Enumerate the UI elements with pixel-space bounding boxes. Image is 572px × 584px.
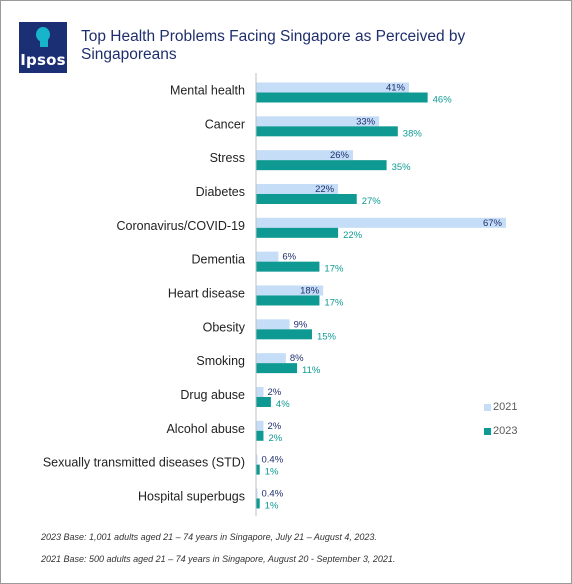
bar-2021-cancer xyxy=(256,116,380,127)
value-label-2023-sexually-transmitted-diseases-std: 1% xyxy=(265,467,279,478)
value-label-2021-obesity: 9% xyxy=(294,319,308,330)
category-label-sexually-transmitted-diseases-std: Sexually transmitted diseases (STD) xyxy=(43,456,245,470)
bar-2023-dementia xyxy=(256,261,320,272)
bar-2021-hospital-superbugs xyxy=(256,488,258,499)
bar-2021-sexually-transmitted-diseases-std xyxy=(256,454,258,465)
value-label-2021-mental-health: 41% xyxy=(386,83,406,94)
bar-2023-drug-abuse xyxy=(256,396,271,407)
category-label-drug-abuse: Drug abuse xyxy=(180,388,245,402)
bar-2023-cancer xyxy=(256,126,398,137)
category-label-diabetes: Diabetes xyxy=(196,185,245,199)
logo-head-icon xyxy=(36,27,50,42)
bar-2023-smoking xyxy=(256,363,298,374)
bar-2023-hospital-superbugs xyxy=(256,498,260,509)
bar-2021-smoking xyxy=(256,353,286,364)
value-label-2023-drug-abuse: 4% xyxy=(276,399,290,410)
value-label-2021-coronavirus-covid-19: 67% xyxy=(483,218,503,229)
value-label-2023-hospital-superbugs: 1% xyxy=(265,500,279,511)
value-label-2023-coronavirus-covid-19: 22% xyxy=(343,230,363,241)
bar-2023-alcohol-abuse xyxy=(256,430,264,441)
chart-title: Top Health Problems Facing Singapore as … xyxy=(81,28,466,63)
bar-2023-sexually-transmitted-diseases-std xyxy=(256,464,260,475)
value-label-2021-diabetes: 22% xyxy=(315,184,335,195)
category-label-hospital-superbugs: Hospital superbugs xyxy=(138,489,245,503)
value-label-2021-hospital-superbugs: 0.4% xyxy=(261,488,283,499)
base-note-2021: 2021 Base: 500 adults aged 21 – 74 years… xyxy=(41,554,396,564)
legend-swatch-2021 xyxy=(484,404,491,411)
value-label-2023-dementia: 17% xyxy=(324,264,344,275)
bar-2023-obesity xyxy=(256,329,312,340)
value-label-2021-cancer: 33% xyxy=(356,116,376,127)
bar-2021-stress xyxy=(256,150,354,161)
value-label-2021-alcohol-abuse: 2% xyxy=(267,421,281,432)
value-label-2021-dementia: 6% xyxy=(282,252,296,263)
category-label-coronavirus-covid-19: Coronavirus/COVID-19 xyxy=(116,219,245,233)
value-label-2021-heart-disease: 18% xyxy=(300,285,320,296)
bar-2021-obesity xyxy=(256,319,290,330)
value-label-2021-sexually-transmitted-diseases-std: 0.4% xyxy=(261,455,283,466)
value-label-2023-mental-health: 46% xyxy=(433,95,453,106)
category-label-cancer: Cancer xyxy=(205,117,245,131)
base-note-2023: 2023 Base: 1,001 adults aged 21 – 74 yea… xyxy=(41,532,377,542)
bar-2021-heart-disease xyxy=(256,285,324,296)
category-label-dementia: Dementia xyxy=(192,253,246,267)
bar-2023-diabetes xyxy=(256,193,357,204)
value-label-2023-stress: 35% xyxy=(392,162,412,173)
value-label-2023-alcohol-abuse: 2% xyxy=(268,433,282,444)
bar-2021-diabetes xyxy=(256,183,339,194)
category-label-obesity: Obesity xyxy=(203,320,246,334)
value-label-2023-cancer: 38% xyxy=(403,128,423,139)
bar-2023-mental-health xyxy=(256,92,428,103)
category-label-heart-disease: Heart disease xyxy=(168,286,245,300)
value-label-2023-diabetes: 27% xyxy=(362,196,382,207)
category-label-alcohol-abuse: Alcohol abuse xyxy=(166,422,245,436)
category-label-smoking: Smoking xyxy=(196,354,245,368)
category-label-stress: Stress xyxy=(210,151,245,165)
ipsos-logo: Ipsos xyxy=(19,22,67,73)
bar-2021-drug-abuse xyxy=(256,386,264,397)
bar-2021-alcohol-abuse xyxy=(256,420,264,431)
value-label-2023-smoking: 11% xyxy=(302,365,321,376)
legend-swatch-2023 xyxy=(484,428,491,435)
value-label-2023-obesity: 15% xyxy=(317,331,337,342)
bar-2021-dementia xyxy=(256,251,279,262)
legend-label-2023: 2023 xyxy=(493,425,518,437)
value-label-2021-smoking: 8% xyxy=(290,353,304,364)
logo-neck-icon xyxy=(40,40,48,47)
category-label-mental-health: Mental health xyxy=(170,84,245,98)
bar-2023-stress xyxy=(256,160,387,171)
bar-2023-heart-disease xyxy=(256,295,320,306)
value-label-2021-stress: 26% xyxy=(330,150,350,161)
legend-label-2021: 2021 xyxy=(493,401,518,413)
value-label-2021-drug-abuse: 2% xyxy=(267,387,281,398)
logo-text: Ipsos xyxy=(20,51,66,69)
bar-2021-mental-health xyxy=(256,82,409,93)
bar-2021-coronavirus-covid-19 xyxy=(256,217,506,228)
value-label-2023-heart-disease: 17% xyxy=(324,297,344,308)
bar-2023-coronavirus-covid-19 xyxy=(256,227,339,238)
